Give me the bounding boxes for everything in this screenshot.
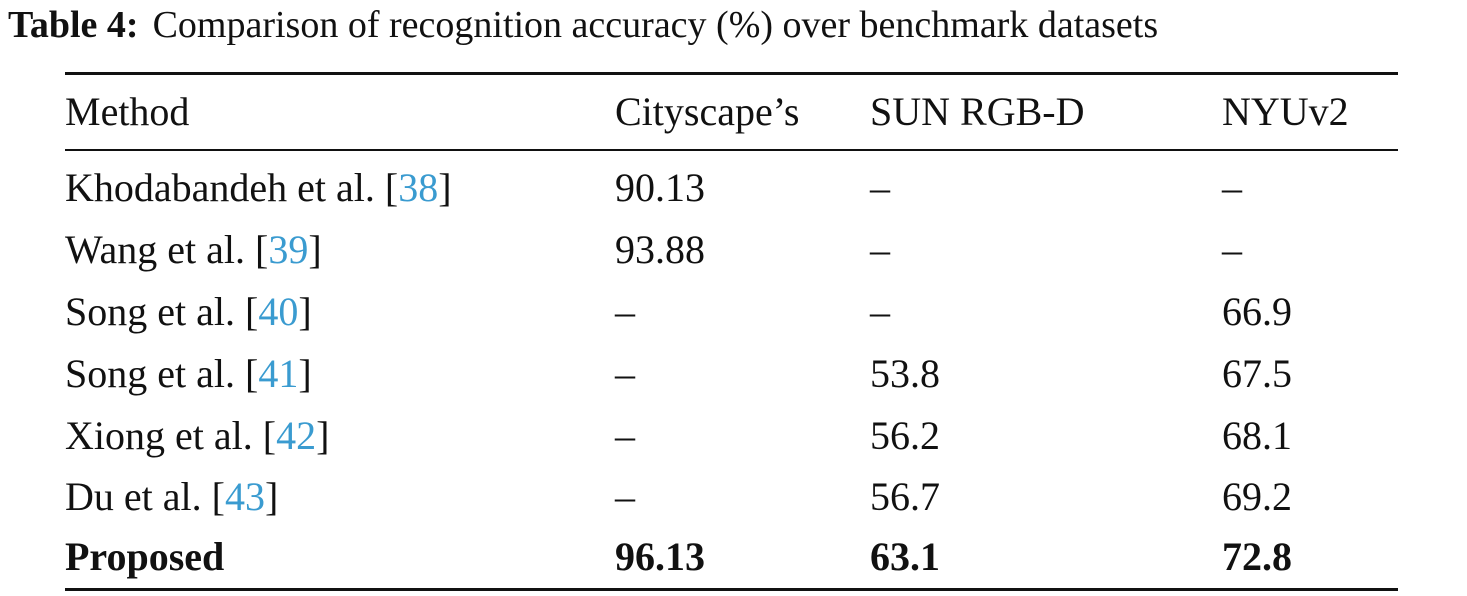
top-rule xyxy=(65,72,1398,75)
bracket: [ xyxy=(262,413,277,458)
method-cell: Khodabandeh et al. [38] xyxy=(65,163,452,213)
citation: 38 xyxy=(398,165,439,210)
bracket: ] xyxy=(264,474,279,519)
value-cell: – xyxy=(615,351,635,396)
method-cell: Song et al. [41] xyxy=(65,349,312,399)
caption-label: Table 4: xyxy=(8,4,139,46)
bracket: ] xyxy=(308,227,322,272)
method-name: Du et al. xyxy=(65,474,202,519)
method-name: Wang et al. xyxy=(65,227,246,272)
value-cell: 63.1 xyxy=(870,534,940,579)
value-cell: – xyxy=(615,474,635,519)
value-cell: 96.13 xyxy=(615,534,705,579)
bracket: [ xyxy=(244,351,259,396)
value-cell: – xyxy=(870,289,890,334)
table-caption: Table 4: Comparison of recognition accura… xyxy=(8,0,1158,50)
value-cell: 66.9 xyxy=(1222,289,1292,334)
mid-rule xyxy=(65,149,1398,151)
value-cell: 72.8 xyxy=(1222,534,1292,579)
method-cell: Proposed xyxy=(65,532,224,582)
bracket: ] xyxy=(298,351,312,396)
method-name: Xiong et al. xyxy=(65,413,253,458)
method-name: Song et al. xyxy=(65,289,235,334)
value-cell: – xyxy=(870,165,890,210)
method-cell: Du et al. [43] xyxy=(65,472,278,522)
method-name: Song et al. xyxy=(65,351,235,396)
value-cell: – xyxy=(870,227,890,272)
value-cell: – xyxy=(615,413,635,458)
header-cell: Cityscape’s xyxy=(615,89,800,134)
value-cell: 93.88 xyxy=(615,227,705,272)
bottom-rule xyxy=(65,588,1398,591)
header-cell: Method xyxy=(65,89,190,134)
bracket: [ xyxy=(255,227,269,272)
value-cell: 68.1 xyxy=(1222,413,1292,458)
citation: 41 xyxy=(258,351,299,396)
method-name: Khodabandeh et al. xyxy=(65,165,375,210)
citation: 42 xyxy=(276,413,317,458)
value-cell: 90.13 xyxy=(615,165,705,210)
method-cell: Song et al. [40] xyxy=(65,287,312,337)
value-cell: 56.2 xyxy=(870,413,940,458)
value-cell: 69.2 xyxy=(1222,474,1292,519)
method-cell: Wang et al. [39] xyxy=(65,225,322,275)
citation: 40 xyxy=(258,289,299,334)
method-name: Proposed xyxy=(65,534,225,579)
method-cell: Xiong et al. [42] xyxy=(65,411,329,461)
value-cell: – xyxy=(615,289,635,334)
value-cell: 67.5 xyxy=(1222,351,1292,396)
bracket: [ xyxy=(244,289,259,334)
value-cell: – xyxy=(1222,165,1242,210)
value-cell: – xyxy=(1222,227,1242,272)
header-cell: SUN RGB-D xyxy=(870,89,1085,134)
value-cell: 53.8 xyxy=(870,351,940,396)
citation: 43 xyxy=(224,474,265,519)
bracket: [ xyxy=(211,474,225,519)
bracket: ] xyxy=(298,289,312,334)
citation: 39 xyxy=(268,227,309,272)
value-cell: 56.7 xyxy=(870,474,940,519)
bracket: ] xyxy=(438,165,452,210)
caption-text: Comparison of recognition accuracy (%) o… xyxy=(152,4,1159,46)
header-cell: NYUv2 xyxy=(1222,89,1349,134)
bracket: [ xyxy=(384,165,399,210)
bracket: ] xyxy=(316,413,330,458)
